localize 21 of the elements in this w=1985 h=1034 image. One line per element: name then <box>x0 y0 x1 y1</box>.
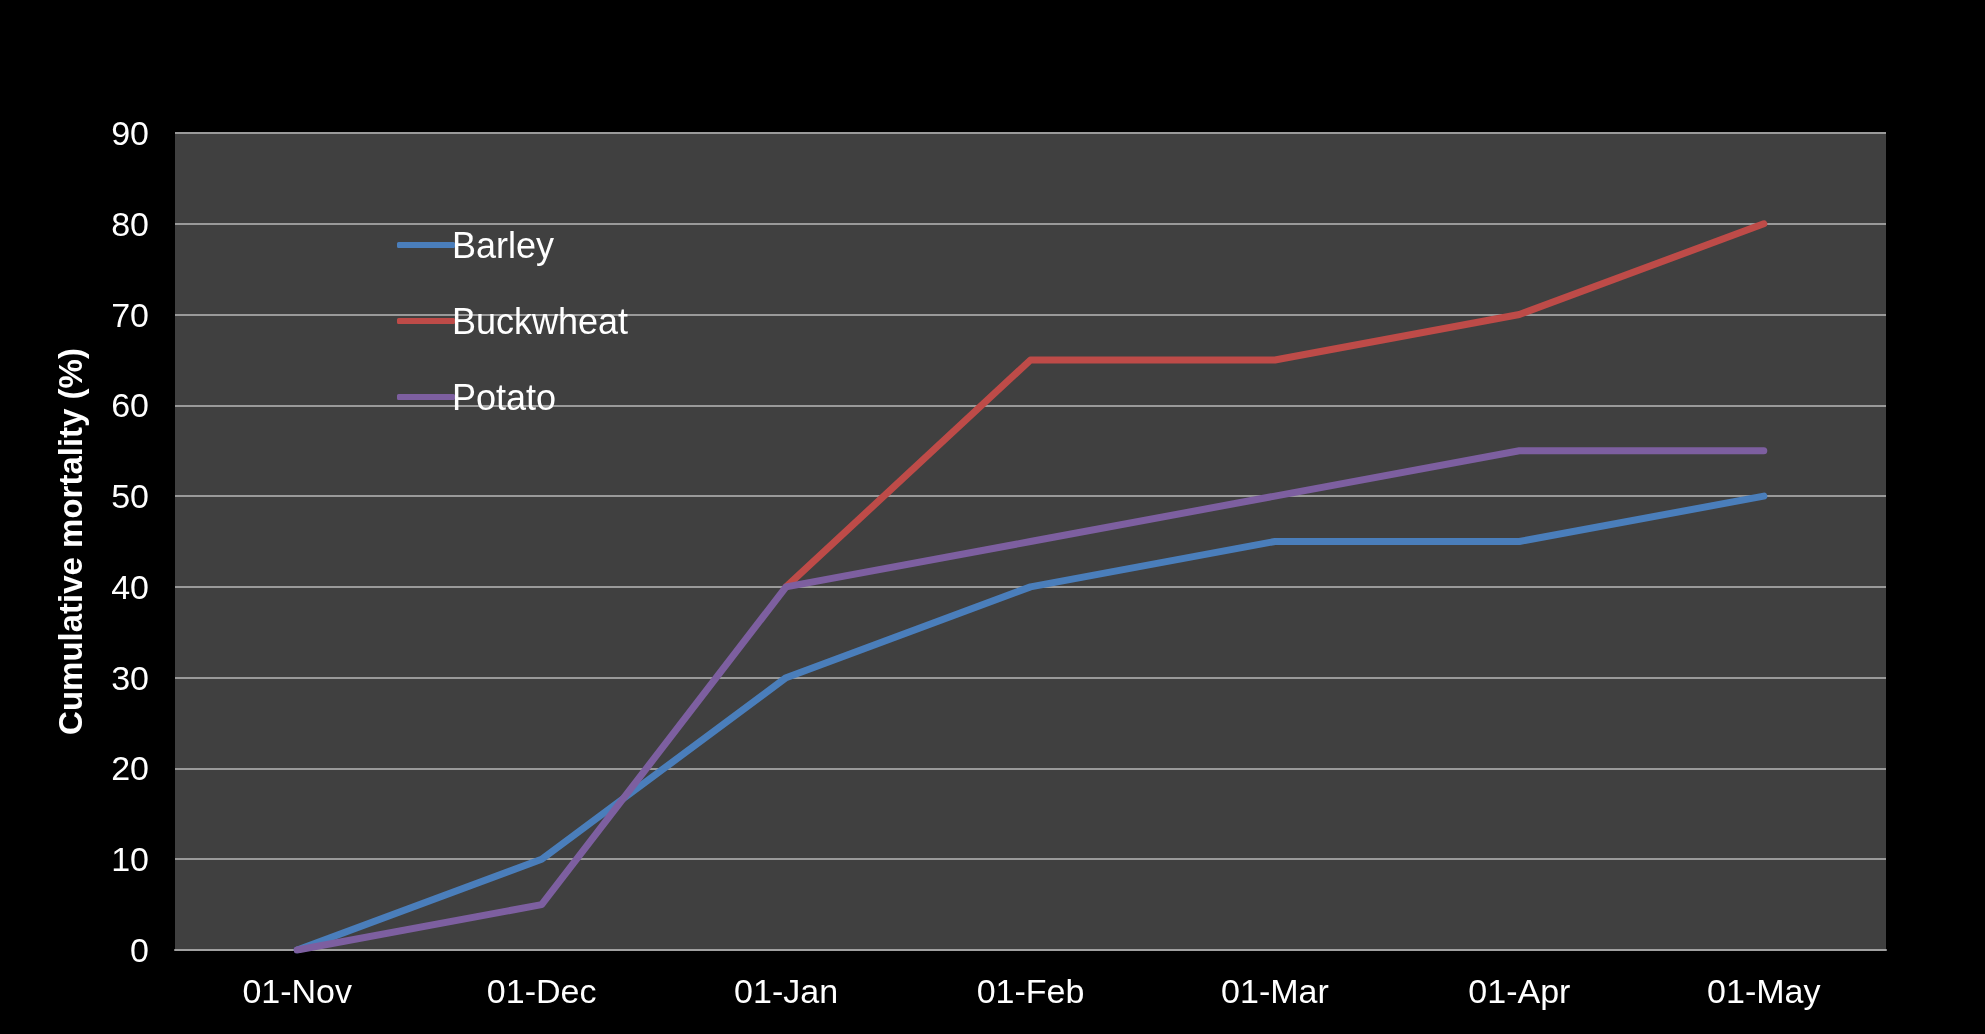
y-tick-label: 10 <box>111 840 149 879</box>
x-tick-label: 01-Dec <box>486 972 597 1010</box>
y-tick-label: 60 <box>111 386 149 425</box>
y-tick-label: 50 <box>111 477 149 516</box>
y-tick-label: 70 <box>111 295 149 334</box>
legend-label: Buckwheat <box>452 300 629 342</box>
y-tick-label: 40 <box>111 567 149 606</box>
x-tick-label: 01-Nov <box>242 972 353 1010</box>
legend-label: Barley <box>452 224 555 266</box>
legend-label: Potato <box>452 376 557 418</box>
x-tick-label: 01-Apr <box>1468 972 1571 1010</box>
x-tick-label: 01-Mar <box>1221 972 1329 1010</box>
x-tick-label: 01-May <box>1707 972 1821 1010</box>
y-tick-label: 80 <box>111 204 149 243</box>
x-tick-label: 01-Jan <box>734 972 839 1010</box>
y-tick-label: 30 <box>111 658 149 697</box>
x-tick-label: 01-Feb <box>976 972 1085 1010</box>
y-tick-label: 90 <box>111 114 149 152</box>
y-tick-label: 20 <box>111 749 149 788</box>
y-tick-label: 0 <box>130 931 149 969</box>
y-axis-title: Cumulative mortality (%) <box>52 348 89 735</box>
